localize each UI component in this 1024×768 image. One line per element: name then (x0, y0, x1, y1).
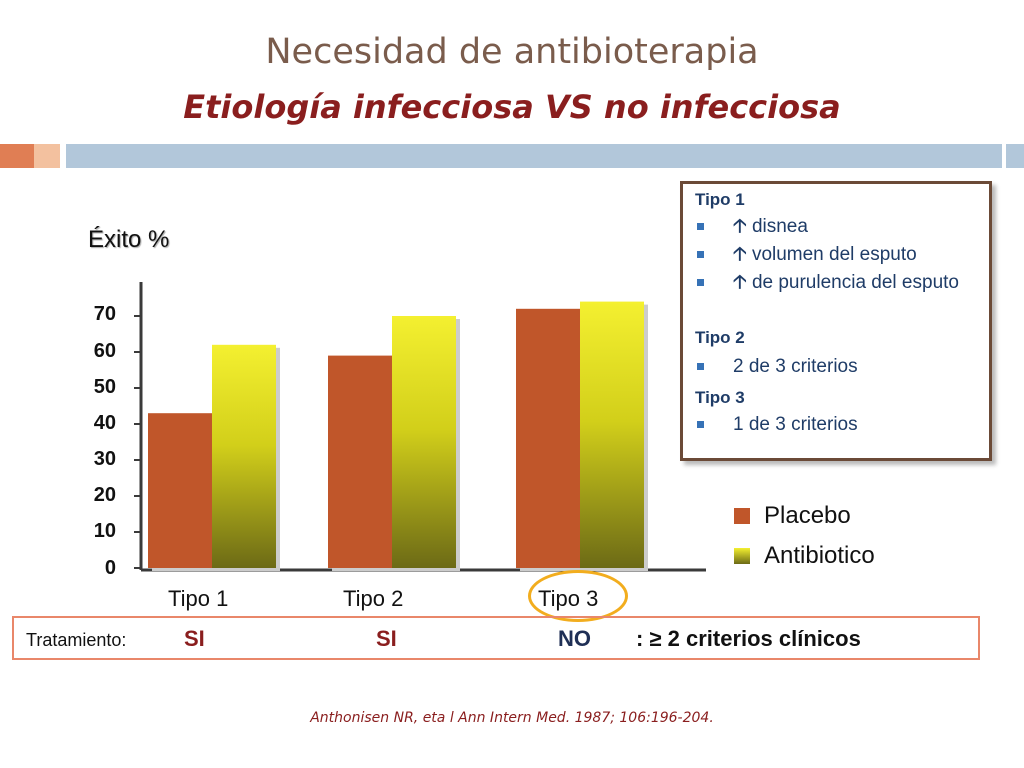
header-band-blue (66, 144, 1002, 168)
bar-antibiotico-tipo1 (212, 344, 276, 568)
y-tick-70: 70 (93, 303, 116, 325)
legend-swatch-antibiotico (734, 548, 750, 564)
header-band-orange (0, 144, 34, 168)
y-tick-60: 60 (93, 340, 116, 362)
treatment-label: Tratamiento: (26, 630, 127, 650)
treatment-criteria: : ≥ 2 criterios clínicos (636, 626, 861, 651)
y-tick-20: 20 (93, 484, 116, 506)
bullet-icon (697, 421, 704, 428)
slide-title: Necesidad de antibioterapia (265, 32, 759, 72)
treatment-box: Tratamiento: SI SI NO : ≥ 2 criterios cl… (12, 616, 980, 660)
criteria-box: Tipo 1 🡡 disnea 🡡 volumen del esputo 🡡 d… (680, 181, 992, 461)
bar-placebo-tipo1 (148, 413, 212, 568)
bullet-icon (697, 251, 704, 258)
arrow-up-icon: 🡡 (733, 244, 747, 265)
bullet-icon (697, 279, 704, 286)
y-tick-10: 10 (93, 520, 116, 542)
y-axis-label: Éxito % (88, 226, 170, 253)
treatment-value-tipo2: SI (376, 626, 397, 651)
x-category-tipo2: Tipo 2 (343, 586, 404, 611)
y-tick-40: 40 (93, 412, 116, 434)
y-tick-0: 0 (104, 557, 116, 579)
bullet-icon (697, 223, 704, 230)
y-tick-50: 50 (93, 376, 116, 398)
highlight-circle (528, 570, 628, 622)
arrow-up-icon: 🡡 (733, 216, 747, 237)
arrow-up-icon: 🡡 (733, 272, 747, 293)
tipo2-heading: Tipo 2 (695, 328, 745, 347)
reference-citation: Anthonisen NR, eta l Ann Intern Med. 198… (310, 710, 714, 726)
y-tick-30: 30 (93, 448, 116, 470)
header-band-peach (34, 144, 60, 168)
treatment-value-tipo3: NO (558, 626, 591, 651)
bar-placebo-tipo3 (516, 308, 580, 568)
header-band-blue-end (1006, 144, 1024, 168)
bar-antibiotico-tipo2 (392, 316, 456, 568)
bullet-icon (697, 363, 704, 370)
slide-subtitle: Etiología infecciosa VS no infecciosa (183, 88, 841, 126)
treatment-value-tipo1: SI (184, 626, 205, 651)
legend-swatch-placebo (734, 508, 750, 524)
x-category-tipo1: Tipo 1 (168, 586, 229, 611)
tipo3-heading: Tipo 3 (695, 388, 745, 407)
bar-antibiotico-tipo3 (580, 301, 644, 568)
bar-placebo-tipo2 (328, 355, 392, 568)
tipo1-heading: Tipo 1 (695, 190, 745, 209)
